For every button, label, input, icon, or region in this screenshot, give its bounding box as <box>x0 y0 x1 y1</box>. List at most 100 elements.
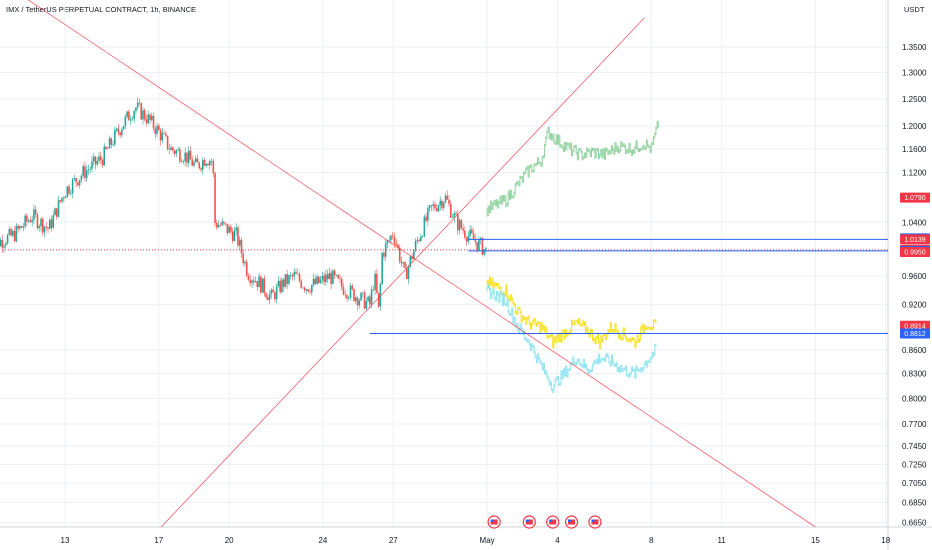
y-tick-label: 0.8600 <box>902 346 927 355</box>
candle-body <box>149 114 151 120</box>
candle-body <box>393 236 396 244</box>
candle-body <box>94 156 97 165</box>
x-tick-label: 18 <box>881 536 890 545</box>
candle-body <box>38 226 41 229</box>
chart-title: IMX / TetherUS PERPETUAL CONTRACT, 1h, B… <box>6 5 197 14</box>
candle-body <box>108 138 111 149</box>
candle-body <box>114 130 116 145</box>
candle-body <box>258 276 260 288</box>
candle-body <box>342 287 345 295</box>
candle-body <box>34 209 37 215</box>
candle-body <box>356 297 359 306</box>
candle-body <box>177 149 179 151</box>
y-tick-label: 0.7050 <box>902 479 927 488</box>
candle-body <box>274 292 276 300</box>
candle-body <box>50 219 53 228</box>
price-label-tag <box>900 246 930 257</box>
candle-body <box>444 195 447 203</box>
trend-line <box>160 17 645 528</box>
candle-body <box>448 199 450 204</box>
y-tick-label: 1.3500 <box>902 43 927 52</box>
candle-body <box>142 110 144 120</box>
candle-body <box>407 266 410 280</box>
price-labels: 1.07901.01531.01390.998214:540.99670.995… <box>900 192 930 339</box>
candle-body <box>353 289 355 301</box>
candle-body <box>481 238 484 255</box>
currency-label: USDT <box>904 5 925 14</box>
candle-body <box>293 272 296 277</box>
candle-body <box>460 220 463 229</box>
candle-body <box>347 297 350 299</box>
candle-body <box>77 182 79 186</box>
candle-body <box>358 300 361 306</box>
candle-body <box>421 236 424 238</box>
candle-body <box>115 128 118 131</box>
candle-body <box>106 148 109 150</box>
candle-body <box>84 166 86 179</box>
candle-body <box>156 125 158 135</box>
candle-body <box>226 223 229 233</box>
candle-body <box>386 240 389 244</box>
x-tick-label: May <box>480 536 495 545</box>
candle-body <box>200 168 202 170</box>
candle-body <box>430 205 433 207</box>
candle-body <box>298 273 301 281</box>
candle-body <box>405 268 408 280</box>
y-tick-label: 0.9200 <box>902 301 927 310</box>
y-tick-label: 0.7450 <box>902 442 927 451</box>
candle-body <box>135 107 137 112</box>
candle-body <box>427 208 429 221</box>
candle-body <box>420 236 422 242</box>
candle-body <box>242 253 245 264</box>
candle-body <box>339 278 341 280</box>
candle-body <box>272 289 274 293</box>
candle-body <box>64 196 67 199</box>
candle-body <box>319 279 322 283</box>
candle-body <box>474 239 477 242</box>
candle-body <box>307 289 310 292</box>
y-tick-label: 0.7700 <box>902 420 927 429</box>
y-tick-label: 1.1600 <box>902 145 927 154</box>
candle-body <box>439 200 441 206</box>
candle-body <box>279 280 281 293</box>
candle-body <box>41 218 44 233</box>
candle-body <box>303 287 306 291</box>
candle-body <box>209 160 211 166</box>
candle-body <box>449 203 452 218</box>
candle-body <box>33 209 35 220</box>
candle-body <box>101 160 104 166</box>
candle-body <box>99 156 102 161</box>
candle-body <box>244 261 246 264</box>
candle-body <box>335 274 338 276</box>
candle-body <box>471 229 473 234</box>
candle-body <box>381 253 383 285</box>
candle-body <box>277 280 280 287</box>
candle-body <box>362 292 364 293</box>
candle-body <box>91 161 93 169</box>
price-label-tag <box>900 192 930 203</box>
candle-body <box>36 214 39 229</box>
candle-body <box>210 160 213 162</box>
candle-body <box>284 274 287 287</box>
event-flag-icon <box>522 515 536 529</box>
candle-body <box>296 273 299 275</box>
candle-body <box>483 249 485 255</box>
candle-body <box>29 220 32 223</box>
candle-body <box>17 225 19 229</box>
x-tick-label: 13 <box>61 536 70 545</box>
candle-body <box>367 296 369 302</box>
candle-body <box>333 270 336 276</box>
candle-body <box>24 215 26 227</box>
candle-body <box>245 261 248 276</box>
candle-body <box>260 276 262 293</box>
candle-body <box>441 200 443 208</box>
price-label-text: 1.0790 <box>904 195 926 202</box>
candle-body <box>379 284 382 307</box>
candle-body <box>161 132 164 141</box>
candle-body <box>61 197 63 202</box>
candle-body <box>4 243 7 246</box>
candle-body <box>404 262 406 269</box>
candle-body <box>369 296 371 305</box>
candle-body <box>360 292 362 301</box>
